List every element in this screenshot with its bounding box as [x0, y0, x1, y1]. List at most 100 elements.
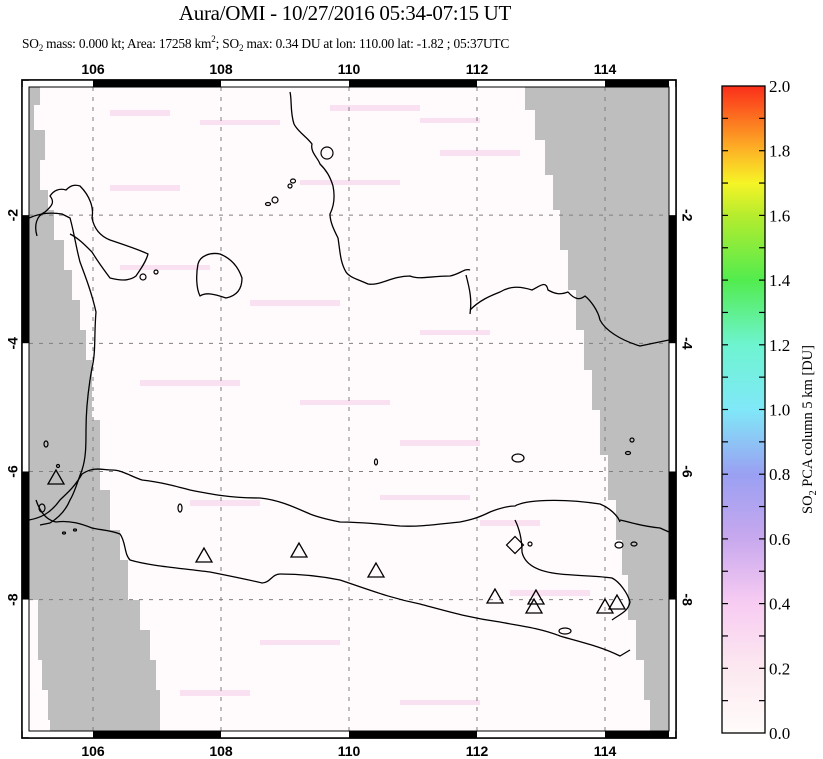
left-scale-bar-segment	[22, 215, 29, 344]
so2-pixel-streak	[260, 640, 340, 645]
island-outline	[624, 450, 632, 456]
so2-pixel-streak	[420, 330, 490, 335]
volcano-triangle-icon	[485, 587, 505, 604]
longitude-label-bottom: 108	[209, 743, 233, 759]
so2-pixel-streak	[200, 120, 280, 125]
so2-pixel-streak	[420, 118, 480, 123]
colorbar-gradient	[721, 85, 766, 734]
left-scale-bar-segment	[22, 599, 29, 731]
coastline	[469, 283, 669, 347]
latitude-label-left: -6	[5, 465, 21, 478]
longitude-label-bottom: 114	[594, 743, 617, 759]
colorbar-tick-label: 0.0	[769, 724, 790, 743]
so2-pixel-streak	[190, 500, 260, 506]
longitude-label-bottom: 106	[81, 743, 105, 759]
island-outline	[527, 541, 533, 547]
right-scale-bar-segment	[669, 215, 676, 344]
coastline	[465, 274, 472, 315]
so2-pixel-streak	[140, 380, 240, 386]
longitude-label-bottom: 112	[466, 743, 489, 759]
colorbar-tick-label: 0.6	[769, 530, 790, 549]
chart-subtitle: SO2 mass: 0.000 kt; Area: 17258 km2; SO2…	[22, 34, 509, 54]
colorbar-tick-label: 0.4	[769, 595, 791, 614]
right-scale-bar-segment	[669, 471, 676, 600]
map-axes: 106 106 108 108 110 110 112 112 114 114 -2 -2 -4 -4 -6…	[5, 61, 696, 759]
right-scale-bar-segment	[669, 599, 676, 731]
colorbar-tick-label: 1.6	[769, 206, 790, 225]
volcano-triangle-icon	[595, 597, 615, 614]
so2-pixel-streak	[300, 400, 390, 405]
latitude-label-right: -6	[679, 465, 695, 478]
volcano-triangle-icon	[607, 593, 627, 610]
latitude-label-right: -4	[679, 337, 695, 350]
so2-pixel-streak	[480, 520, 540, 526]
colorbar-title: SO2 PCA column 5 km [DU]	[800, 345, 819, 514]
colorbar-tick-label: 1.2	[769, 336, 790, 355]
right-scale-bar-segment	[669, 343, 676, 472]
coastline	[514, 519, 631, 621]
latitude-label-right: -2	[679, 209, 695, 222]
mass-area-text: mass: 0.000 kt; Area: 17258 km	[43, 36, 212, 51]
area-superscript: 2	[211, 34, 216, 44]
no-data-region	[456, 87, 669, 731]
bottom-scale-bar-segment	[477, 731, 605, 738]
so2-pixel-streak	[110, 110, 170, 116]
coastline	[35, 499, 631, 657]
longitude-label-top: 114	[594, 61, 617, 77]
top-scale-bar-segment	[605, 80, 669, 87]
bottom-scale-bar-segment	[221, 731, 349, 738]
colorbar-tick-label: 1.4	[769, 271, 791, 290]
coastline	[29, 212, 97, 526]
colorbar-tick-label: 2.0	[769, 77, 790, 96]
city-marker-icon	[505, 535, 525, 555]
colorbar-tick-label: 0.2	[769, 659, 790, 678]
island-outline	[177, 503, 183, 513]
coastline	[196, 252, 243, 299]
latitude-label-left: -2	[5, 209, 21, 222]
so2-max-label: ; SO	[215, 36, 240, 51]
volcano-triangle-icon	[46, 468, 66, 485]
longitude-label-bottom: 110	[338, 743, 361, 759]
island-outline	[558, 627, 572, 635]
coastline	[29, 468, 621, 527]
volcano-triangle-icon	[194, 546, 214, 563]
volcano-triangle-icon	[526, 588, 546, 605]
island-outline	[630, 541, 638, 547]
top-scale-bar-segment	[29, 80, 93, 87]
so2-pixel-streak	[300, 180, 400, 185]
colorbar-tick-label: 1.0	[769, 401, 790, 420]
island-outline	[373, 458, 379, 466]
so2-label: SO	[22, 36, 39, 51]
so2-pixel-streak	[400, 440, 480, 446]
island-outline	[614, 541, 624, 549]
island-outline	[264, 201, 272, 207]
so2-pixel-streak	[120, 265, 210, 270]
left-scale-bar-segment	[22, 343, 29, 472]
so2-pixel-streak	[440, 150, 520, 156]
chart-title: Aura/OMI - 10/27/2016 05:34-07:15 UT	[178, 1, 512, 25]
coastline	[619, 519, 669, 533]
latitude-label-left: -4	[5, 337, 21, 350]
island-outline	[153, 269, 159, 275]
longitude-label-top: 112	[466, 61, 489, 77]
latitude-label-left: -8	[5, 593, 21, 606]
latitude-label-right: -8	[679, 593, 695, 606]
left-scale-bar-segment	[22, 87, 29, 216]
island-outline	[287, 183, 293, 189]
right-scale-bar-segment	[669, 87, 676, 216]
island-outline	[55, 463, 61, 469]
island-outline	[629, 437, 635, 443]
so2-pixel-streak	[510, 590, 590, 596]
left-scale-bar-segment	[22, 471, 29, 600]
longitude-label-top: 108	[209, 61, 233, 77]
longitude-label-top: 106	[81, 61, 105, 77]
colorbar-tick-label: 1.8	[769, 142, 790, 161]
island-outline	[72, 528, 78, 532]
island-outline	[139, 273, 147, 281]
bottom-scale-bar-segment	[29, 731, 93, 738]
colorbar: 0.0 0.2 0.4 0.6 0.8 1.0 1.2 1.4 1.6 1.8 2.0 SO2 PCA…	[721, 77, 819, 743]
island-outline	[43, 440, 49, 448]
island-outline	[271, 196, 279, 204]
bottom-scale-bar-segment	[93, 731, 221, 738]
